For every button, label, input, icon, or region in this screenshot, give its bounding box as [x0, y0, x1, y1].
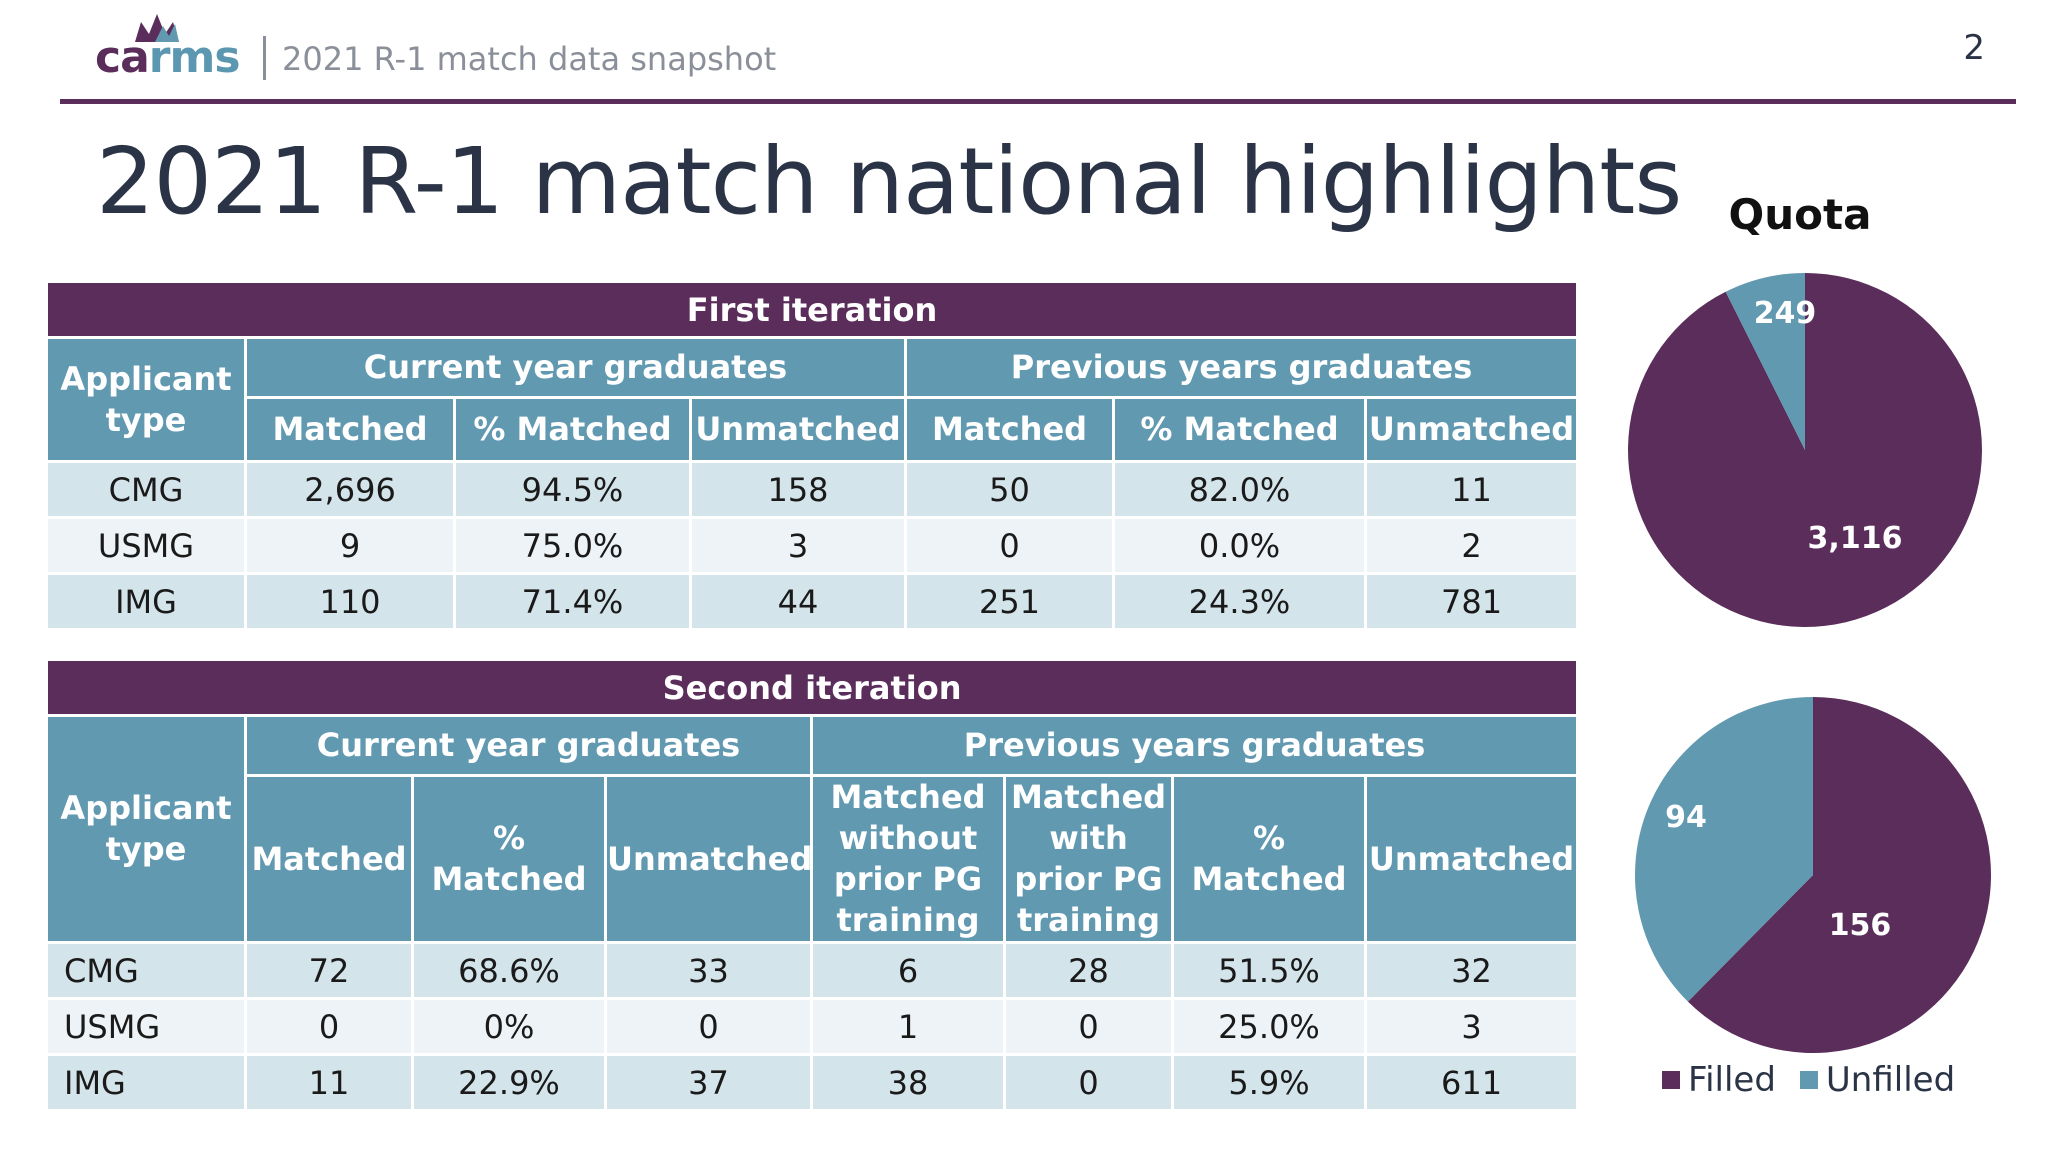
- first-iteration-quota-pie: 3,116 249: [1628, 273, 1982, 627]
- first-iteration-table: First iteration Applicant type Current y…: [44, 280, 1580, 631]
- column-header: Unmatched: [1363, 396, 1580, 463]
- header-divider: [263, 36, 266, 80]
- table-cell: 44: [689, 572, 907, 631]
- table-cell: 0: [244, 997, 414, 1056]
- column-header: Matched: [244, 396, 456, 463]
- pie-slice-unfilled: [1725, 273, 1805, 450]
- legend-label-unfilled: Unfilled: [1825, 1060, 1956, 1100]
- table-cell: 0%: [411, 997, 607, 1056]
- column-header: % Matched: [411, 774, 607, 944]
- table-cell: 25.0%: [1171, 997, 1367, 1056]
- table-cell: 32: [1363, 941, 1580, 1000]
- pie-title: Quota: [1728, 190, 1872, 239]
- table-cell: CMG: [45, 460, 247, 519]
- table-cell: 38: [810, 1053, 1006, 1112]
- column-header: % Matched: [1171, 774, 1367, 944]
- table-cell: 24.3%: [1112, 572, 1367, 631]
- pie-label-unfilled: 94: [1665, 800, 1707, 835]
- second-iteration-title: Second iteration: [44, 658, 1580, 717]
- table-cell: 28: [1003, 941, 1174, 1000]
- table-cell: 75.0%: [453, 516, 692, 575]
- previous-years-header: Previous years graduates: [903, 336, 1580, 399]
- legend-item-filled: Filled: [1662, 1060, 1776, 1100]
- table-cell: 2: [1363, 516, 1580, 575]
- legend-label-filled: Filled: [1688, 1060, 1776, 1100]
- header-rule: [60, 99, 2016, 104]
- second-iteration-quota-pie: 156 94: [1635, 697, 1991, 1053]
- column-header: Unmatched: [689, 396, 907, 463]
- page-title: 2021 R-1 match national highlights: [96, 128, 1682, 235]
- column-header: Matched without prior PG training: [810, 774, 1006, 944]
- column-header: % Matched: [453, 396, 692, 463]
- legend-swatch-unfilled: [1799, 1071, 1818, 1089]
- table-cell: 72: [244, 941, 414, 1000]
- table-row: USMG 0 0% 0 1 0 25.0% 3: [45, 997, 1580, 1056]
- table-cell: USMG: [45, 997, 247, 1056]
- table-cell: 9: [244, 516, 456, 575]
- table-cell: 1: [810, 997, 1006, 1056]
- table-cell: 3: [689, 516, 907, 575]
- table-cell: 110: [244, 572, 456, 631]
- table-cell: 11: [244, 1053, 414, 1112]
- table-cell: 71.4%: [453, 572, 692, 631]
- second-iteration-table: Second iteration Applicant type Current …: [44, 658, 1580, 1112]
- table-cell: 68.6%: [411, 941, 607, 1000]
- table-cell: 82.0%: [1112, 460, 1367, 519]
- table-cell: 94.5%: [453, 460, 692, 519]
- first-iteration-title: First iteration: [44, 280, 1580, 339]
- column-header: Matched: [904, 396, 1115, 463]
- table-cell: 33: [604, 941, 813, 1000]
- column-header: Unmatched: [604, 774, 813, 944]
- page-number: 2: [1963, 28, 1985, 68]
- table-cell: 0: [604, 997, 813, 1056]
- table-cell: 51.5%: [1171, 941, 1367, 1000]
- pie-label-filled: 156: [1829, 908, 1892, 943]
- table-cell: 11: [1363, 460, 1580, 519]
- legend-swatch-filled: [1662, 1071, 1680, 1089]
- logo-text-ca: ca: [95, 32, 150, 83]
- table-cell: 37: [604, 1053, 813, 1112]
- table-cell: 0: [904, 516, 1115, 575]
- column-header: Unmatched: [1363, 774, 1580, 944]
- table-row: CMG 72 68.6% 33 6 28 51.5% 32: [45, 941, 1580, 1000]
- table-cell: 6: [810, 941, 1006, 1000]
- table-cell: 251: [904, 572, 1115, 631]
- table-cell: IMG: [45, 1053, 247, 1112]
- column-header: Matched with prior PG training: [1003, 774, 1174, 944]
- pie-slice-filled: [1687, 697, 1991, 1053]
- previous-years-header: Previous years graduates: [809, 714, 1580, 777]
- pie-label-unfilled: 249: [1754, 296, 1817, 331]
- table-cell: 5.9%: [1171, 1053, 1367, 1112]
- table-cell: 3: [1363, 997, 1580, 1056]
- applicant-type-header: Applicant type: [45, 336, 247, 463]
- current-year-header: Current year graduates: [244, 714, 813, 777]
- table-row: USMG 9 75.0% 3 0 0.0% 2: [45, 516, 1580, 575]
- table-cell: CMG: [45, 941, 247, 1000]
- current-year-header: Current year graduates: [244, 336, 907, 399]
- table-cell: 50: [904, 460, 1115, 519]
- pie-slice-unfilled: [1635, 697, 1813, 1002]
- crown-icon: [135, 14, 179, 42]
- table-cell: 611: [1363, 1053, 1580, 1112]
- table-cell: 22.9%: [411, 1053, 607, 1112]
- table-row: CMG 2,696 94.5% 158 50 82.0% 11: [45, 460, 1580, 519]
- pie-label-filled: 3,116: [1808, 521, 1903, 556]
- table-cell: USMG: [45, 516, 247, 575]
- header-subtitle: 2021 R-1 match data snapshot: [282, 40, 777, 78]
- column-header: Matched: [244, 774, 414, 944]
- pie-legend: Filled Unfilled: [1662, 1060, 1979, 1100]
- table-cell: 781: [1363, 572, 1580, 631]
- table-cell: 2,696: [244, 460, 456, 519]
- table-cell: 0.0%: [1112, 516, 1367, 575]
- table-cell: IMG: [45, 572, 247, 631]
- applicant-type-header: Applicant type: [45, 714, 247, 944]
- table-cell: 0: [1003, 997, 1174, 1056]
- table-row: IMG 110 71.4% 44 251 24.3% 781: [45, 572, 1580, 631]
- legend-item-unfilled: Unfilled: [1799, 1060, 1956, 1100]
- column-header: % Matched: [1112, 396, 1367, 463]
- table-cell: 0: [1003, 1053, 1174, 1112]
- table-row: IMG 11 22.9% 37 38 0 5.9% 611: [45, 1053, 1580, 1112]
- table-cell: 158: [689, 460, 907, 519]
- logo-text-rms: rms: [148, 32, 241, 83]
